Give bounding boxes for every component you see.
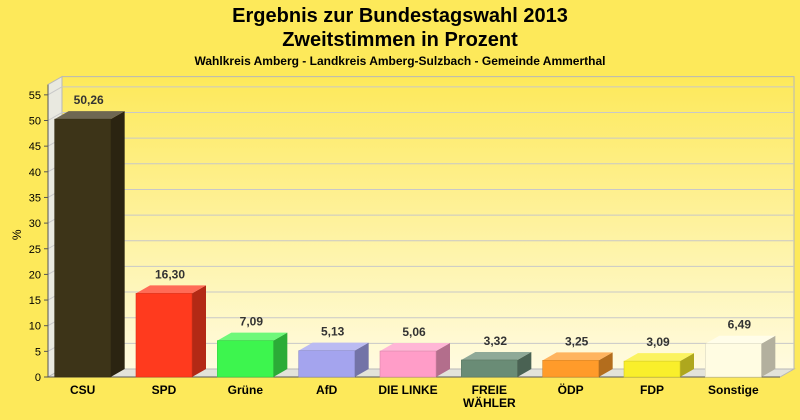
x-tick-label: FDP (640, 383, 664, 397)
bar-side (680, 353, 694, 377)
x-tick-label: Sonstige (708, 383, 759, 397)
x-tick-label: ÖDP (558, 382, 584, 397)
bar-side (192, 285, 206, 377)
bar-top (461, 351, 532, 360)
bar-side (598, 352, 613, 377)
bar-top (705, 335, 776, 344)
bar-top (298, 342, 369, 351)
y-tick-label: 5 (35, 346, 41, 358)
data-label: 7,09 (240, 315, 264, 329)
chart-title-line-1: Ergebnis zur Bundestagswahl 2013 (232, 5, 568, 27)
chart-title: Ergebnis zur Bundestagswahl 2013 Zweitst… (0, 4, 800, 52)
bar-side (436, 343, 450, 377)
y-tick-label: 35 (29, 192, 41, 204)
x-tick-label: FREIE (472, 383, 507, 397)
data-label: 3,32 (484, 334, 508, 348)
bar-side (517, 351, 532, 377)
y-tick-label: 45 (29, 141, 41, 153)
bar (135, 293, 193, 378)
bar (705, 343, 762, 378)
data-label: 5,06 (402, 325, 426, 339)
bar-top (624, 353, 694, 362)
y-tick-label: 25 (29, 244, 41, 256)
y-tick-label: 55 (29, 90, 41, 102)
y-tick-label: 50 (29, 116, 41, 128)
bar-side (273, 332, 288, 377)
y-axis-label: % (10, 229, 24, 240)
y-tick-label: 0 (35, 372, 41, 384)
bar (54, 118, 111, 378)
x-tick-label: WÄHLER (463, 395, 516, 410)
y-tick-label: 20 (29, 269, 41, 281)
bar-top (380, 343, 450, 352)
chart-title-line-2: Zweitstimmen in Prozent (282, 29, 518, 51)
bar-top (136, 285, 206, 294)
data-label: 50,26 (74, 93, 104, 107)
bar (542, 360, 599, 378)
x-tick-label: SPD (152, 383, 177, 397)
bar (217, 340, 274, 378)
y-tick-label: 30 (29, 218, 41, 230)
bar-side (761, 335, 776, 377)
y-tick-label: 15 (29, 295, 41, 307)
x-tick-label: CSU (70, 383, 95, 397)
gridline-side (47, 112, 63, 121)
data-label: 3,25 (565, 334, 589, 348)
bar-side (110, 111, 125, 377)
x-tick-label: DIE LINKE (378, 383, 437, 397)
y-tick-label: 40 (29, 167, 41, 179)
bar-side (354, 342, 369, 377)
chart-subtitle: Wahlkreis Amberg - Landkreis Amberg-Sulz… (194, 54, 606, 68)
bar (298, 350, 355, 378)
data-label: 3,09 (646, 335, 670, 349)
bar-top (54, 111, 125, 120)
bar (623, 360, 681, 378)
data-label: 6,49 (728, 318, 752, 332)
data-label: 16,30 (155, 267, 185, 281)
bar-top (542, 352, 613, 361)
x-tick-label: Grüne (228, 383, 264, 397)
gridline-side (47, 86, 63, 96)
bar (461, 359, 518, 378)
x-tick-label: AfD (316, 383, 338, 397)
y-tick-label: 10 (29, 321, 41, 333)
bar (379, 350, 437, 378)
data-label: 5,13 (321, 325, 345, 339)
bar-top (217, 332, 288, 341)
